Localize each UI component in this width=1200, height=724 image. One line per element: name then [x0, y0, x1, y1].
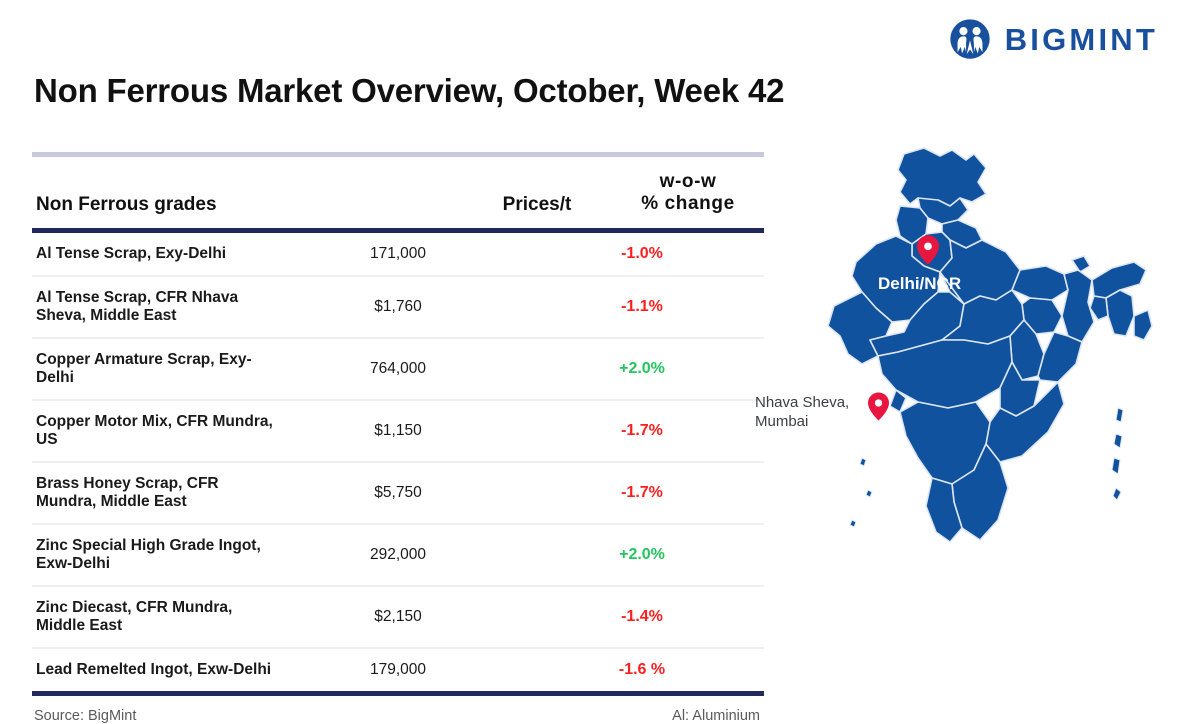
- table-footer: Source: BigMint Al: Aluminium: [32, 696, 764, 724]
- cell-change: +2.0%: [520, 337, 764, 401]
- page-title: Non Ferrous Market Overview, October, We…: [34, 72, 785, 109]
- cell-price: $5,750: [276, 461, 520, 525]
- table-header: Non Ferrous grades Prices/t w-o-w % chan…: [32, 157, 764, 228]
- cell-grade: Al Tense Scrap, CFR Nhava Sheva, Middle …: [32, 275, 276, 339]
- cell-change: -1.7%: [520, 461, 764, 525]
- header-change: w-o-w % change: [612, 157, 764, 228]
- cell-price: 179,000: [369, 660, 427, 678]
- non-ferrous-price-table: Non Ferrous grades Prices/t w-o-w % chan…: [32, 152, 764, 724]
- table-row: Brass Honey Scrap, CFR Mundra, Middle Ea…: [32, 461, 764, 525]
- brand-logo: BIGMINT: [949, 18, 1158, 60]
- source-note: Source: BigMint: [34, 707, 137, 724]
- header-change-line2: % change: [641, 193, 735, 215]
- map-label-delhi: Delhi/NCR: [878, 274, 962, 293]
- brand-name: BIGMINT: [1004, 21, 1158, 57]
- table-row: Copper Armature Scrap, Exy-Delhi 764,000 +…: [32, 337, 764, 401]
- table-top-rule: [32, 152, 764, 157]
- abbreviation-note: Al: Aluminium: [672, 707, 760, 724]
- cell-change: -1.4%: [520, 585, 764, 649]
- cell-grade: Lead Remelted Ingot, Exw-Delhi: [36, 660, 272, 678]
- header-grade: Non Ferrous grades: [36, 193, 217, 215]
- cell-price: 292,000: [276, 523, 520, 587]
- header-price: Prices/t: [502, 193, 572, 215]
- cell-grade: Brass Honey Scrap, CFR Mundra, Middle Ea…: [32, 461, 276, 525]
- cell-price: $2,150: [276, 585, 520, 649]
- cell-grade: Copper Armature Scrap, Exy-Delhi: [32, 337, 276, 401]
- cell-grade: Al Tense Scrap, Exy-Delhi: [32, 232, 276, 277]
- cell-price: $1,760: [276, 275, 520, 339]
- cell-change: +2.0%: [520, 523, 764, 587]
- table-row: Zinc Diecast, CFR Mundra, Middle East $2,…: [32, 585, 764, 649]
- table-row: Al Tense Scrap, Exy-Delhi 171,000 -1.0%: [32, 232, 764, 277]
- table-row: Al Tense Scrap, CFR Nhava Sheva, Middle …: [32, 275, 764, 339]
- cell-price: 171,000: [276, 232, 520, 277]
- table-row: Lead Remelted Ingot, Exw-Delhi 179,000 -1.…: [32, 648, 764, 691]
- cell-price: 764,000: [276, 337, 520, 401]
- india-map-icon: [827, 147, 1153, 543]
- table-header-row: Non Ferrous grades Prices/t w-o-w % chan…: [32, 157, 764, 228]
- cell-change: -1.1%: [520, 275, 764, 339]
- cell-grade: Copper Motor Mix, CFR Mundra, US: [32, 399, 276, 463]
- price-table: Non Ferrous grades Prices/t w-o-w % chan…: [32, 157, 764, 228]
- map-label-nhava-sheva: Nhava Sheva, Mumbai: [755, 394, 850, 430]
- table-row: Copper Motor Mix, CFR Mundra, US $1,150 -1…: [32, 399, 764, 463]
- header-change-line1: w-o-w: [659, 171, 717, 192]
- india-map-panel: Delhi/NCR Nhava Sheva, Mumbai: [755, 140, 1190, 570]
- table-row: Zinc Special High Grade Ingot, Exw-Delhi…: [32, 523, 764, 587]
- map-pin-icon-nhava-sheva[interactable]: [868, 392, 889, 421]
- bigmint-people-circle-logo-icon: [950, 19, 990, 59]
- cell-change: -1.7%: [520, 399, 764, 463]
- table-header-rule: [32, 227, 764, 233]
- cell-change: -1.6 %: [618, 660, 666, 678]
- cell-grade: Zinc Diecast, CFR Mundra, Middle East: [32, 585, 276, 649]
- cell-change: -1.0%: [520, 232, 764, 277]
- table-body: Al Tense Scrap, Exy-Delhi 171,000 -1.0% Al …: [32, 232, 764, 691]
- map-pin-icon-delhi[interactable]: [917, 235, 939, 265]
- cell-price: $1,150: [276, 399, 520, 463]
- price-table-body: Al Tense Scrap, Exy-Delhi 171,000 -1.0% Al …: [32, 232, 764, 691]
- cell-grade: Zinc Special High Grade Ingot, Exw-Delhi: [32, 523, 276, 587]
